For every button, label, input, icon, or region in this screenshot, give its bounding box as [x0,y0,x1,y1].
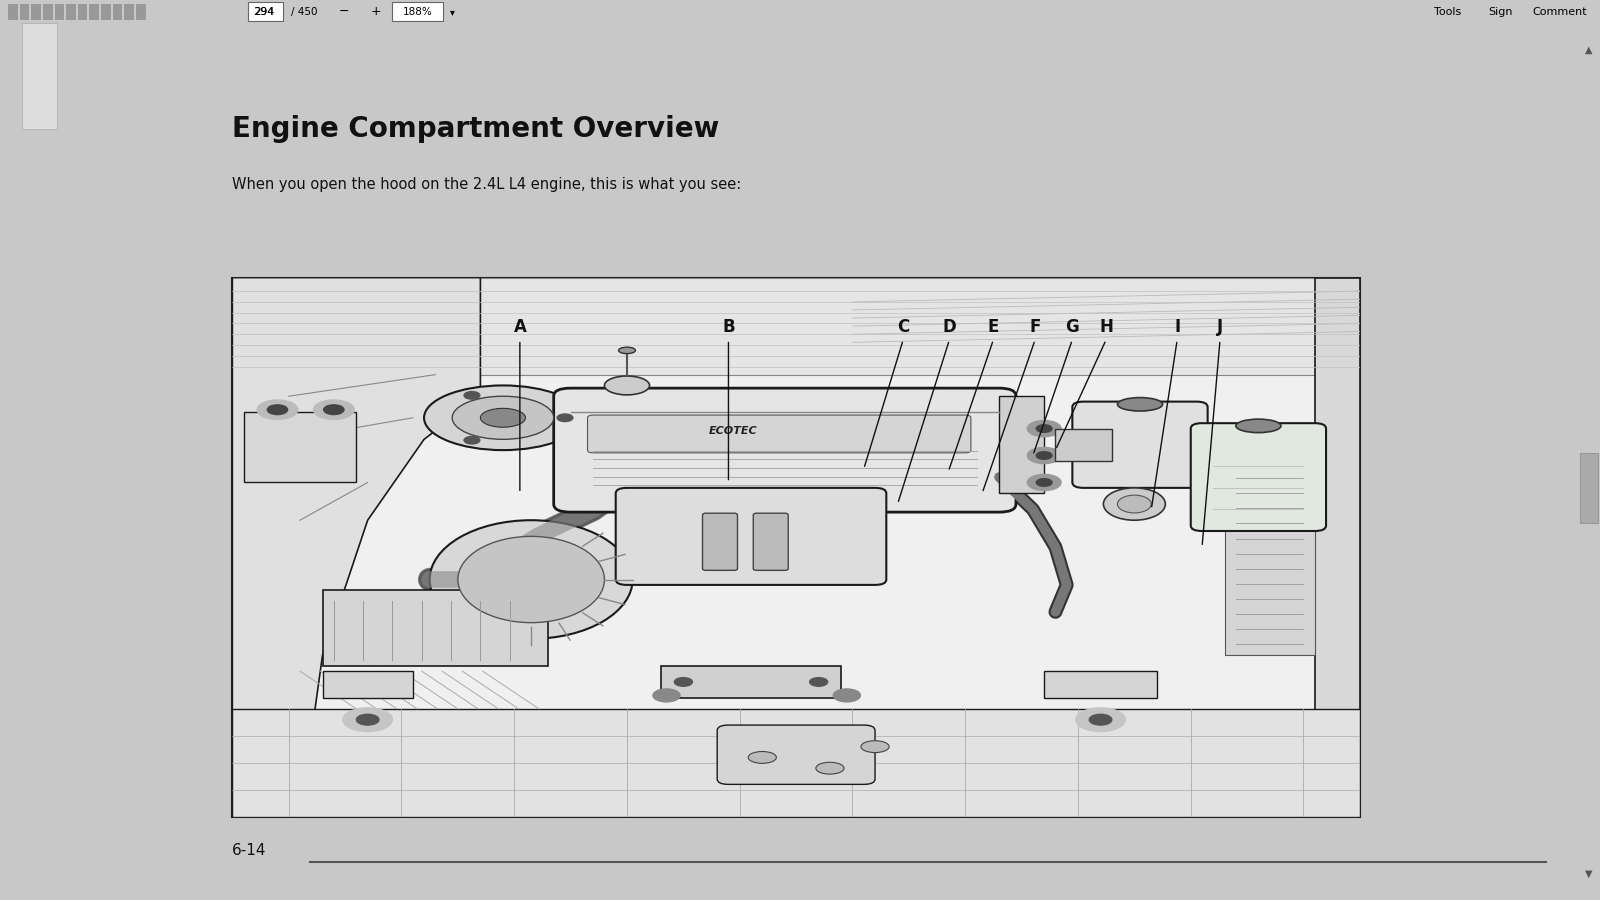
Text: ▼: ▼ [1586,868,1592,878]
Text: G: G [1066,318,1080,336]
FancyBboxPatch shape [1072,401,1208,488]
Circle shape [1090,715,1112,725]
Ellipse shape [749,752,776,763]
Ellipse shape [605,376,650,395]
Text: F: F [1029,318,1042,336]
Bar [112,4,122,20]
Bar [78,4,88,20]
FancyBboxPatch shape [554,388,1016,512]
Text: Sign: Sign [1488,6,1514,17]
Bar [323,590,549,666]
Circle shape [357,715,379,725]
FancyBboxPatch shape [248,3,283,21]
Text: −: − [339,5,349,18]
Bar [136,4,146,20]
Ellipse shape [1117,495,1152,513]
Bar [243,412,357,482]
Text: 6-14: 6-14 [232,843,267,858]
Bar [22,23,56,129]
FancyBboxPatch shape [587,415,971,453]
Text: C: C [898,318,909,336]
Bar [32,4,42,20]
Ellipse shape [424,385,582,450]
Bar [998,396,1045,493]
Bar [8,4,18,20]
Bar [1224,439,1315,655]
Bar [19,4,29,20]
Ellipse shape [1235,419,1282,433]
Text: ▾: ▾ [450,6,456,17]
Text: ECOTEC: ECOTEC [709,427,758,436]
Bar [323,671,413,698]
Text: J: J [1218,318,1222,336]
Circle shape [1027,447,1061,464]
Circle shape [834,689,861,702]
Text: Engine Compartment Overview: Engine Compartment Overview [232,115,720,143]
Text: D: D [942,318,957,336]
Circle shape [1027,474,1061,490]
FancyBboxPatch shape [1190,423,1326,531]
Ellipse shape [619,347,635,354]
Text: I: I [1174,318,1181,336]
Text: 294: 294 [254,6,274,17]
FancyBboxPatch shape [702,513,738,571]
Ellipse shape [1117,398,1163,411]
Text: A: A [514,318,526,336]
FancyBboxPatch shape [616,488,886,585]
Ellipse shape [816,762,845,774]
Circle shape [1037,425,1053,432]
Circle shape [323,405,344,415]
Circle shape [1037,452,1053,459]
Text: ▲: ▲ [1586,45,1592,55]
Circle shape [653,689,680,702]
Text: 294: 294 [253,6,275,17]
Bar [125,4,134,20]
Bar [43,4,53,20]
Circle shape [1037,479,1053,486]
Text: B: B [722,318,734,336]
Polygon shape [232,277,480,816]
Text: 188%: 188% [403,6,432,17]
Circle shape [314,400,354,419]
Bar [54,4,64,20]
Circle shape [674,678,693,687]
FancyBboxPatch shape [754,513,789,571]
Circle shape [557,414,573,421]
Circle shape [1075,707,1125,732]
Bar [90,4,99,20]
Circle shape [267,405,288,415]
Bar [232,277,1360,816]
Circle shape [810,678,827,687]
Text: When you open the hood on the 2.4L L4 engine, this is what you see:: When you open the hood on the 2.4L L4 en… [232,176,742,192]
Circle shape [464,436,480,444]
Circle shape [464,392,480,399]
Bar [101,4,110,20]
Ellipse shape [480,409,525,428]
Bar [66,4,75,20]
Polygon shape [232,277,1360,374]
Circle shape [258,400,298,419]
FancyBboxPatch shape [392,3,443,21]
Text: / 450: / 450 [291,6,318,17]
Circle shape [1027,420,1061,436]
Ellipse shape [430,520,632,639]
Ellipse shape [458,536,605,623]
Polygon shape [1315,277,1360,816]
Text: H: H [1099,318,1114,336]
FancyBboxPatch shape [717,725,875,785]
Text: Tools: Tools [1434,6,1462,17]
Bar [661,666,842,698]
Ellipse shape [453,396,554,439]
Bar [232,709,1360,816]
Ellipse shape [861,741,890,752]
Text: +: + [371,5,381,18]
Ellipse shape [1104,488,1165,520]
Circle shape [342,707,392,732]
Bar [1056,428,1112,461]
Text: E: E [987,318,998,336]
Bar [1045,671,1157,698]
Text: Comment: Comment [1533,6,1587,17]
Bar [1579,453,1598,523]
